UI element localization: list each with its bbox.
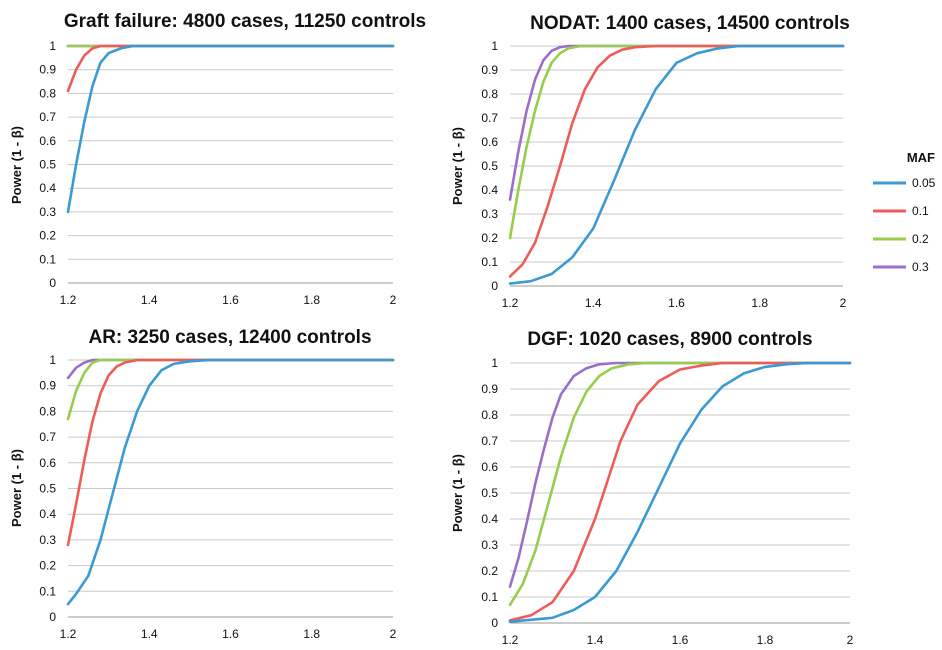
series-line-maf-0-2 [508,44,845,240]
y-tick-label: 1 [491,39,498,53]
y-tick-label: 0 [49,276,56,290]
x-tick-label: 2 [847,633,854,647]
chart-panel-1: Graft failure: 4800 cases, 11250 control… [9,11,426,307]
x-tick-label: 1.4 [585,296,602,310]
y-tick-label: 0.3 [481,538,498,552]
y-axis-label: Power (1 - β) [450,127,465,205]
y-tick-label: 0.2 [39,559,56,573]
legend: MAF 0.05 0.1 0.2 0.3 [873,150,936,274]
y-tick-label: 0.5 [481,159,498,173]
x-tick-label: 2 [840,296,847,310]
chart-title: AR: 3250 cases, 12400 controls [88,327,371,348]
y-tick-label: 0 [49,610,56,624]
y-tick-label: 0.4 [39,181,56,195]
y-tick-label: 0.6 [39,134,56,148]
chart-panel-4: DGF: 1020 cases, 8900 controls Power (1 -… [450,329,854,647]
y-tick-label: 0.3 [481,207,498,221]
series-line-maf-0-1 [66,358,395,547]
y-tick-label: 0.2 [481,564,498,578]
series-line-maf-0-05 [66,44,395,214]
chart-panel-3: AR: 3250 cases, 12400 controls Power (1 -… [9,327,397,641]
y-tick-label: 0.5 [39,158,56,172]
y-tick-label: 0.2 [481,231,498,245]
x-tick-label: 1.4 [587,633,604,647]
y-tick-label: 0.9 [481,63,498,77]
y-tick-label: 0.8 [39,86,56,100]
y-tick-label: 1 [49,39,56,53]
y-tick-label: 0.7 [481,111,498,125]
chart-panel-2: NODAT: 1400 cases, 14500 controls Power (… [450,13,850,310]
y-tick-label: 0 [491,616,498,630]
series-line-maf-0-1 [508,361,852,622]
x-tick-label: 1.2 [60,293,77,307]
x-tick-label: 1.6 [672,633,689,647]
y-tick-label: 0.1 [481,255,498,269]
y-tick-label: 0.4 [481,512,498,526]
y-tick-label: 0.9 [481,382,498,396]
series-line-maf-0-3 [508,44,845,201]
x-tick-label: 1.8 [303,293,320,307]
y-axis-label: Power (1 - β) [450,454,465,532]
x-tick-label: 1.8 [757,633,774,647]
y-tick-label: 0.7 [481,434,498,448]
legend-entry-label: 0.2 [912,232,929,246]
x-tick-label: 1.2 [502,296,519,310]
x-tick-label: 1.6 [668,296,685,310]
x-tick-label: 1.4 [141,293,158,307]
series-line-maf-0-2 [66,358,395,421]
series-line-maf-0-1 [508,44,845,278]
y-tick-label: 0.6 [39,456,56,470]
y-tick-label: 0.8 [481,408,498,422]
y-tick-label: 0.2 [39,229,56,243]
chart-title: NODAT: 1400 cases, 14500 controls [530,13,850,34]
y-tick-label: 0.3 [39,205,56,219]
series-line-maf-0-3 [508,361,852,588]
y-tick-label: 1 [49,353,56,367]
y-tick-label: 1 [491,356,498,370]
x-tick-label: 1.6 [222,627,239,641]
series-line-maf-0-2 [508,361,852,607]
legend-entry-label: 0.05 [912,176,936,190]
y-tick-label: 0.1 [39,252,56,266]
y-axis-label: Power (1 - β) [9,449,24,527]
y-tick-label: 0.6 [481,135,498,149]
y-tick-label: 0.4 [39,507,56,521]
x-tick-label: 1.8 [751,296,768,310]
y-tick-label: 0 [491,279,498,293]
chart-title: Graft failure: 4800 cases, 11250 control… [64,11,426,32]
y-tick-label: 0.1 [481,590,498,604]
y-axis-label: Power (1 - β) [9,126,24,204]
x-tick-label: 2 [390,627,397,641]
y-tick-label: 0.8 [481,87,498,101]
series-line-maf-0-05 [508,361,852,623]
x-tick-label: 1.2 [502,633,519,647]
y-tick-label: 0.9 [39,63,56,77]
y-tick-label: 0.1 [39,584,56,598]
series-line-maf-0-1 [66,44,395,93]
series-line-maf-0-05 [508,44,845,285]
y-tick-label: 0.8 [39,404,56,418]
y-tick-label: 0.9 [39,379,56,393]
y-tick-label: 0.7 [39,110,56,124]
x-tick-label: 1.6 [222,293,239,307]
x-tick-label: 2 [390,293,397,307]
y-tick-label: 0.5 [481,486,498,500]
y-tick-label: 0.3 [39,533,56,547]
legend-title: MAF [907,150,935,165]
y-tick-label: 0.7 [39,430,56,444]
legend-entry-label: 0.3 [912,260,929,274]
y-tick-label: 0.4 [481,183,498,197]
series-line-maf-0-3 [66,358,395,380]
series-line-maf-0-05 [66,358,395,606]
x-tick-label: 1.2 [60,627,77,641]
chart-title: DGF: 1020 cases, 8900 controls [527,329,812,350]
y-tick-label: 0.6 [481,460,498,474]
y-tick-label: 0.5 [39,482,56,496]
x-tick-label: 1.8 [303,627,320,641]
legend-entry-label: 0.1 [912,204,929,218]
x-tick-label: 1.4 [141,627,158,641]
